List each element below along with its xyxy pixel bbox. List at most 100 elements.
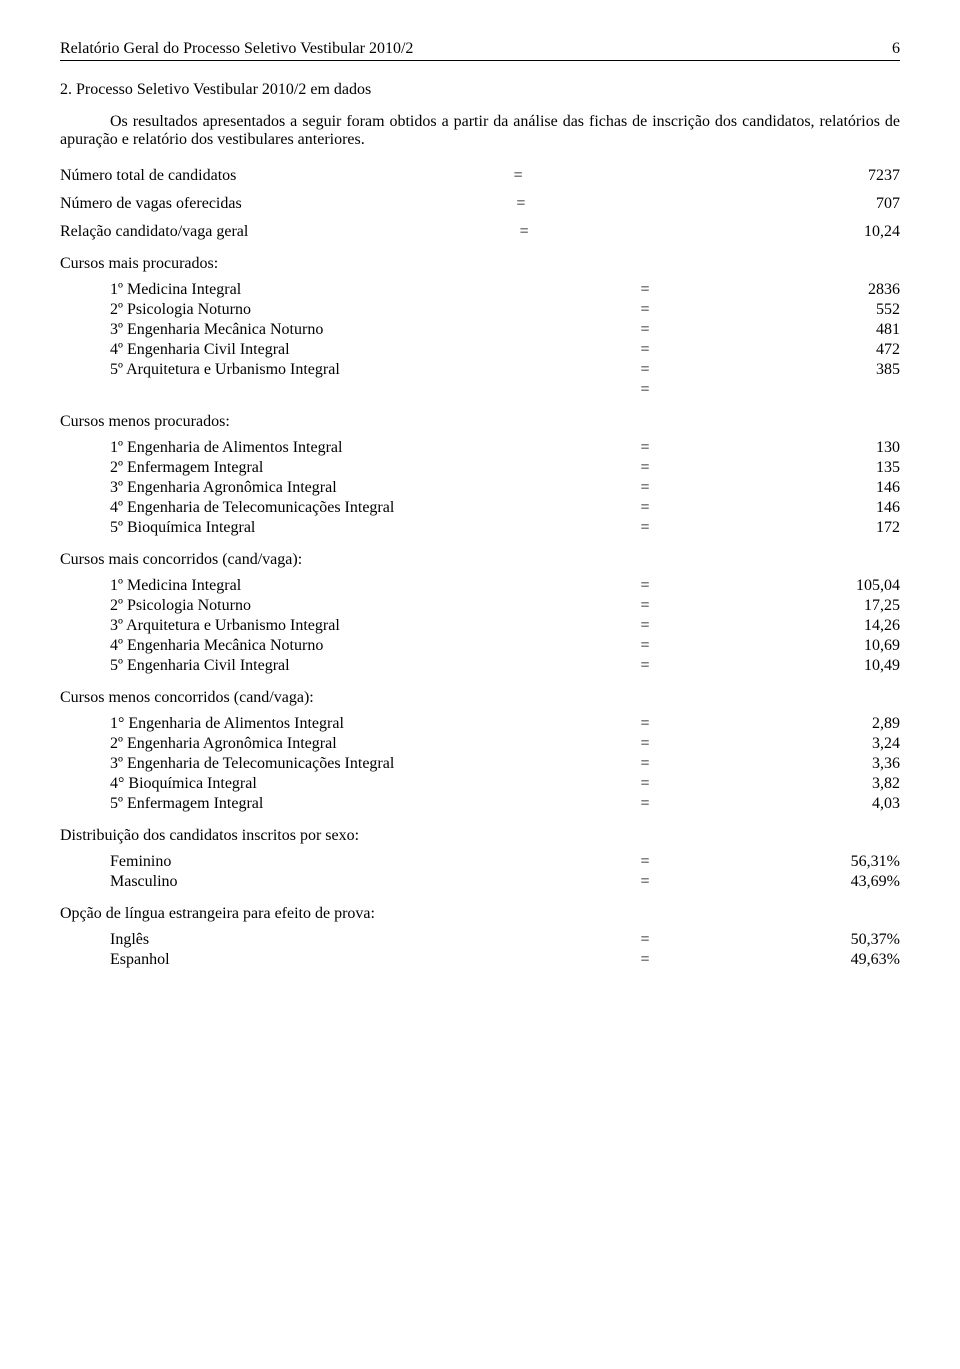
equals-sign: = (490, 459, 800, 477)
equals-sign: = (490, 381, 800, 399)
row-value: 49,63% (800, 951, 900, 969)
table-row: Inglês=50,37% (110, 931, 900, 949)
table-row: 4º Engenharia de Telecomunicações Integr… (110, 499, 900, 517)
equals-sign: = (490, 597, 800, 615)
row-label: Masculino (110, 873, 490, 891)
table-row: 1° Engenharia de Alimentos Integral=2,89 (110, 715, 900, 733)
row-value: 130 (800, 439, 900, 457)
header-title: Relatório Geral do Processo Seletivo Ves… (60, 40, 413, 58)
row-label: 1º Medicina Integral (110, 281, 490, 299)
section-title: 2. Processo Seletivo Vestibular 2010/2 e… (60, 81, 900, 99)
row-label: 3º Engenharia Mecânica Noturno (110, 321, 490, 339)
row-label: 4° Bioquímica Integral (110, 775, 490, 793)
table-row: 1º Medicina Integral=105,04 (110, 577, 900, 595)
table-row: 1º Medicina Integral=2836 (110, 281, 900, 299)
top-stats-block: Número total de candidatos=7237 Número de… (60, 167, 900, 241)
row-label: 2º Psicologia Noturno (110, 597, 490, 615)
equals-sign: = (490, 281, 800, 299)
equals-sign: = (490, 755, 800, 773)
equals-sign: = (490, 873, 800, 891)
stat-row: Número de vagas oferecidas=707 (60, 195, 900, 213)
group-rows: 1º Medicina Integral=28362º Psicologia N… (60, 281, 900, 399)
row-label: 1° Engenharia de Alimentos Integral (110, 715, 490, 733)
row-value: 17,25 (800, 597, 900, 615)
group-rows: 1° Engenharia de Alimentos Integral=2,89… (60, 715, 900, 813)
row-value: 2,89 (800, 715, 900, 733)
table-row: 1º Engenharia de Alimentos Integral=130 (110, 439, 900, 457)
row-label: 5º Arquitetura e Urbanismo Integral (110, 361, 490, 379)
table-row: 3º Engenharia Mecânica Noturno=481 (110, 321, 900, 339)
stat-label: Relação candidato/vaga geral (60, 223, 248, 241)
equals-sign: = (490, 775, 800, 793)
row-label: 2º Psicologia Noturno (110, 301, 490, 319)
stat-row: Número total de candidatos=7237 (60, 167, 900, 185)
row-label: Inglês (110, 931, 490, 949)
row-label (110, 381, 490, 399)
stat-label: Número total de candidatos (60, 167, 236, 185)
row-value: 43,69% (800, 873, 900, 891)
table-row: 3º Engenharia Agronômica Integral=146 (110, 479, 900, 497)
row-label: 1º Engenharia de Alimentos Integral (110, 439, 490, 457)
row-label: 5º Engenharia Civil Integral (110, 657, 490, 675)
row-value: 10,69 (800, 637, 900, 655)
group-heading: Cursos menos concorridos (cand/vaga): (60, 689, 900, 707)
row-value: 146 (800, 499, 900, 517)
row-label: 4º Engenharia de Telecomunicações Integr… (110, 499, 490, 517)
table-row: 2º Psicologia Noturno=17,25 (110, 597, 900, 615)
groups-container: Cursos mais procurados: 1º Medicina Integ… (60, 255, 900, 969)
row-label: 5º Bioquímica Integral (110, 519, 490, 537)
row-label: 4º Engenharia Mecânica Noturno (110, 637, 490, 655)
stat-value: 10,24 (800, 223, 900, 241)
row-label: 1º Medicina Integral (110, 577, 490, 595)
group-rows: 1º Engenharia de Alimentos Integral=1302… (60, 439, 900, 537)
group-rows: 1º Medicina Integral=105,042º Psicologia… (60, 577, 900, 675)
group-heading: Cursos mais procurados: (60, 255, 900, 273)
table-row: 3º Arquitetura e Urbanismo Integral=14,2… (110, 617, 900, 635)
group-heading: Opção de língua estrangeira para efeito … (60, 905, 900, 923)
group-heading: Cursos mais concorridos (cand/vaga): (60, 551, 900, 569)
table-row: Espanhol=49,63% (110, 951, 900, 969)
row-value: 472 (800, 341, 900, 359)
row-value: 552 (800, 301, 900, 319)
table-row: 2º Engenharia Agronômica Integral=3,24 (110, 735, 900, 753)
stat-row: Relação candidato/vaga geral=10,24 (60, 223, 900, 241)
row-label: 3º Engenharia de Telecomunicações Integr… (110, 755, 490, 773)
row-label: 2º Enfermagem Integral (110, 459, 490, 477)
group-rows: Inglês=50,37% Espanhol=49,63% (60, 931, 900, 969)
equals-sign: = (490, 951, 800, 969)
table-row: 3º Engenharia de Telecomunicações Integr… (110, 755, 900, 773)
row-value: 105,04 (800, 577, 900, 595)
row-value: 3,24 (800, 735, 900, 753)
page-number: 6 (892, 40, 900, 58)
table-row: 4º Engenharia Civil Integral=472 (110, 341, 900, 359)
equals-sign: = (490, 853, 800, 871)
row-value: 4,03 (800, 795, 900, 813)
table-row: 5º Arquitetura e Urbanismo Integral=385 (110, 361, 900, 379)
table-row: 4° Bioquímica Integral=3,82 (110, 775, 900, 793)
row-label: 3º Engenharia Agronômica Integral (110, 479, 490, 497)
equals-sign: = (490, 735, 800, 753)
group-rows: Feminino=56,31%Masculino=43,69% (60, 853, 900, 891)
equals-sign: = (490, 479, 800, 497)
equals-sign: = (490, 637, 800, 655)
equals-sign: = (490, 499, 800, 517)
equals-sign: = (242, 195, 800, 213)
row-value: 50,37% (800, 931, 900, 949)
row-value: 2836 (800, 281, 900, 299)
equals-sign: = (236, 167, 800, 185)
equals-sign: = (490, 617, 800, 635)
equals-sign: = (490, 361, 800, 379)
row-label: 2º Engenharia Agronômica Integral (110, 735, 490, 753)
row-value: 3,82 (800, 775, 900, 793)
table-row: 2º Psicologia Noturno=552 (110, 301, 900, 319)
row-value: 14,26 (800, 617, 900, 635)
row-value: 146 (800, 479, 900, 497)
row-value: 56,31% (800, 853, 900, 871)
equals-sign: = (490, 715, 800, 733)
row-label: 4º Engenharia Civil Integral (110, 341, 490, 359)
row-value: 135 (800, 459, 900, 477)
equals-sign: = (490, 301, 800, 319)
row-label: 3º Arquitetura e Urbanismo Integral (110, 617, 490, 635)
row-value: 172 (800, 519, 900, 537)
stat-label: Número de vagas oferecidas (60, 195, 242, 213)
